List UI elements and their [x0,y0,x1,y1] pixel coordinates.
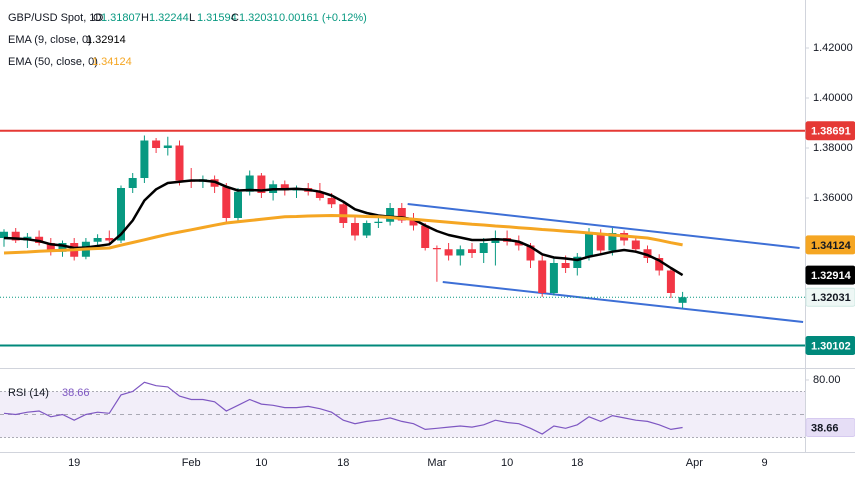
y-tick-label: 1.38000 [813,142,853,154]
candle-body [128,178,137,188]
candle-body [514,241,523,246]
candle-body [608,233,617,251]
candle-body [315,191,324,198]
rsi-legend-value: 38.66 [62,387,90,399]
chart-title: GBP/USD Spot, 1D [8,12,103,24]
candle-body [105,238,114,241]
legend-value: 1.32914 [86,34,126,46]
candle-body [257,175,266,193]
price-tag [805,121,855,141]
ema-line [3,179,684,277]
candle-body [573,256,582,268]
change-value: 0.00161 (+0.12%) [279,12,367,24]
candle-body [526,245,535,261]
legend-name: EMA (50, close, 0) [8,56,98,68]
price-tag-label: 1.34124 [811,240,852,252]
candle-body [11,231,20,241]
rsi-legend-name: RSI (14) [8,387,49,399]
candle-body [456,249,465,256]
candle-body [666,270,675,293]
candle-body [234,191,242,218]
y-tick-label: 1.40000 [813,92,853,104]
candle-body [175,145,184,181]
candle-body [397,208,406,221]
price-tag [805,418,855,438]
price-tag [805,265,855,285]
price-tag [805,287,855,307]
candle-body [117,188,125,241]
candle-body [444,249,453,256]
x-tick-label: Feb [182,457,201,469]
candle-body [374,221,383,223]
ohlc-value: 1.31807 [101,12,141,24]
candle-body [409,220,418,226]
candle-body [432,248,441,250]
price-tag [805,235,855,255]
x-tick-label: Mar [427,457,446,469]
x-tick-label: 10 [501,457,513,469]
candle-body [585,233,593,257]
candle-body [362,223,371,236]
trend-line [442,281,804,323]
candle-body [596,233,605,251]
candle-body [93,238,102,242]
price-tag-label: 1.38691 [811,126,851,138]
x-tick-label: 18 [571,457,583,469]
price-tag-label: 38.66 [811,422,839,434]
y-tick-label: 1.42000 [813,42,853,54]
x-tick-label: 9 [761,457,767,469]
x-tick-label: 10 [255,457,267,469]
price-tag-label: 1.30102 [811,340,851,352]
candle-body [421,225,430,248]
rsi-line [3,381,683,435]
legend-name: EMA (9, close, 0) [8,34,92,46]
candle-body [631,240,640,250]
candle-body [549,263,558,293]
x-tick-label: 18 [337,457,349,469]
x-tick-label: 19 [68,457,80,469]
x-tick-label: Apr [686,457,703,469]
candle-body [222,186,231,218]
trend-line [407,203,800,249]
candle-body [468,249,476,253]
ohlc-key: H [141,12,149,24]
ohlc-key: O [93,12,102,24]
rsi-tick-label: 80.00 [813,374,841,386]
price-tag-label: 1.32914 [811,270,852,282]
candle-body [152,140,161,148]
price-tag [805,335,855,355]
ohlc-key: C [231,12,239,24]
candle-body [280,184,289,191]
price-tag-label: 1.32031 [811,292,851,304]
ohlc-value: 1.32031 [239,12,279,24]
ohlc-value: 1.31594 [197,12,237,24]
ohlc-value: 1.32244 [149,12,189,24]
candle-body [58,243,67,252]
candle-body [140,140,149,178]
candle-body [678,297,687,303]
legend-value: 1.34124 [92,56,132,68]
candle-body [479,243,488,253]
candle-body [163,145,172,148]
candle-body [643,249,652,258]
ohlc-key: L [189,12,195,24]
candle-body [327,198,336,205]
candle-body [561,263,570,268]
candle-body [245,175,254,192]
candle-body [351,223,359,236]
plot-layer [0,129,805,435]
candle-body [339,204,348,223]
candle-body [538,260,547,293]
candle-body [386,208,395,222]
candle-body [46,243,55,252]
candle-body [655,258,664,271]
ema-line [3,214,683,255]
y-tick-label: 1.36000 [813,192,853,204]
candle-body [0,231,8,238]
label-layer: GBP/USD Spot, 1D 1.42000 1.40000 1.38000 1.… [8,12,855,469]
